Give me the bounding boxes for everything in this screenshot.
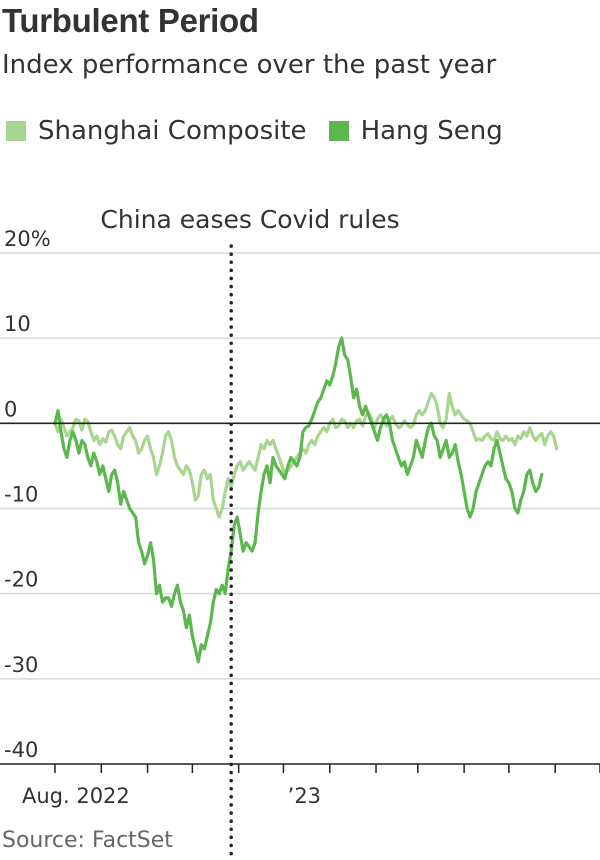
chart-title: Turbulent Period (2, 2, 259, 39)
gridlines (0, 252, 600, 680)
legend: Shanghai Composite Hang Seng (6, 116, 525, 146)
series-line-hang-seng (53, 336, 544, 664)
legend-swatch-shanghai (6, 121, 26, 141)
legend-item-hang-seng: Hang Seng (328, 116, 503, 146)
x-tick-label: Aug. 2022 (22, 784, 130, 808)
y-tick-label: -20 (4, 568, 38, 592)
series-line-shanghai-composite (53, 391, 559, 519)
annotation: China eases Covid rules (100, 205, 400, 860)
x-axis: Aug. 2022 ’23 (0, 763, 600, 808)
x-tick-label: ’23 (288, 784, 321, 808)
legend-swatch-hang-seng (328, 121, 349, 141)
annotation-label: China eases Covid rules (100, 205, 399, 234)
series-lines (53, 336, 559, 664)
y-tick-label: 10 (4, 312, 31, 336)
legend-label-shanghai: Shanghai Composite (38, 116, 307, 146)
chart-subtitle: Index performance over the past year (2, 50, 497, 80)
y-tick-label: 0 (4, 397, 17, 421)
y-tick-label: -40 (4, 738, 38, 762)
legend-item-shanghai: Shanghai Composite (6, 116, 307, 146)
source-note: Source: FactSet (2, 828, 173, 853)
y-tick-label: 20% (4, 227, 51, 251)
y-tick-labels: 20% 10 0 -10 -20 -30 -40 (4, 227, 51, 762)
legend-label-hang-seng: Hang Seng (360, 116, 503, 146)
y-tick-label: -30 (4, 653, 38, 677)
y-tick-label: -10 (4, 483, 38, 507)
